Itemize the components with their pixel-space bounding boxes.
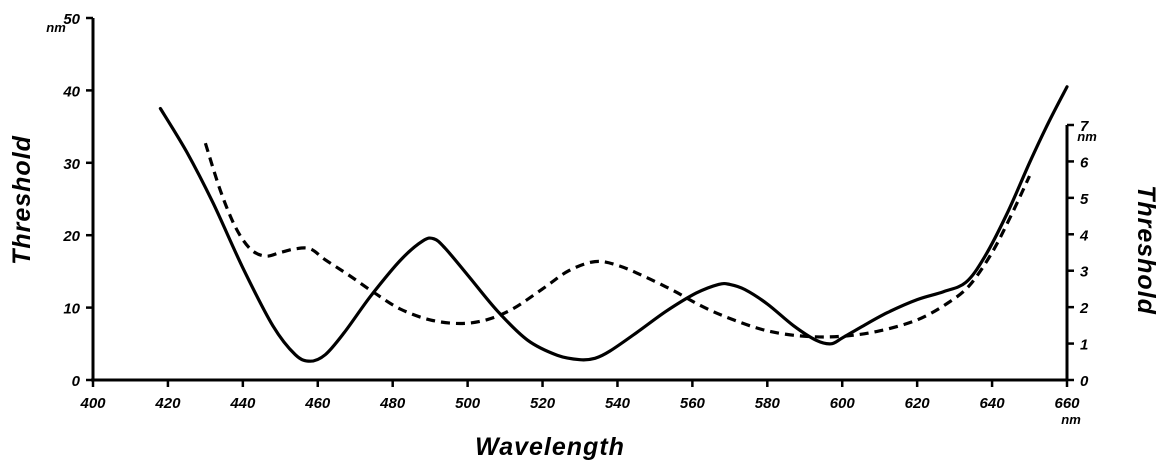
x-tick-label: 620: [905, 395, 931, 412]
series-dashed-line: [205, 143, 1029, 337]
y2-tick-label: 5: [1080, 191, 1089, 208]
x-tick-label: 460: [304, 395, 331, 412]
x-tick-label: 660: [1054, 395, 1080, 412]
y2-tick-label: 0: [1080, 373, 1089, 390]
y-tick-label: 0: [72, 373, 81, 390]
x-tick-label: 560: [680, 395, 706, 412]
y-tick-label: 30: [63, 156, 80, 173]
x-tick-label: 640: [980, 395, 1006, 412]
x-tick-label: 440: [229, 395, 256, 412]
series-solid-line: [160, 87, 1067, 361]
x-tick-label: 500: [455, 395, 481, 412]
y2-tick-label: 2: [1079, 300, 1089, 317]
y2-tick-label: 6: [1080, 154, 1089, 171]
y-tick-label: 50: [63, 11, 80, 28]
x-axis-unit: nm: [1061, 412, 1081, 427]
y-tick-label: 40: [62, 83, 80, 100]
x-tick-label: 480: [379, 395, 406, 412]
y2-tick-label: 3: [1080, 264, 1089, 281]
x-tick-label: 420: [154, 395, 181, 412]
y2-axis-unit: nm: [1077, 129, 1097, 144]
x-tick-label: 540: [605, 395, 631, 412]
y-tick-label: 10: [63, 301, 80, 318]
x-tick-label: 580: [755, 395, 781, 412]
x-tick-label: 400: [79, 395, 106, 412]
y2-axis-title: Threshold: [1132, 185, 1160, 315]
y-axis-title: Threshold: [8, 135, 36, 265]
x-tick-label: 520: [530, 395, 556, 412]
x-tick-label: 600: [830, 395, 856, 412]
y2-tick-label: 1: [1080, 337, 1088, 354]
y-axis-unit: nm: [46, 20, 66, 35]
y-tick-label: 20: [62, 228, 80, 245]
axes-group: [91, 18, 1067, 380]
x-axis-title: Wavelength: [475, 433, 625, 461]
y2-tick-label: 4: [1079, 227, 1089, 244]
series-group: [160, 87, 1067, 361]
